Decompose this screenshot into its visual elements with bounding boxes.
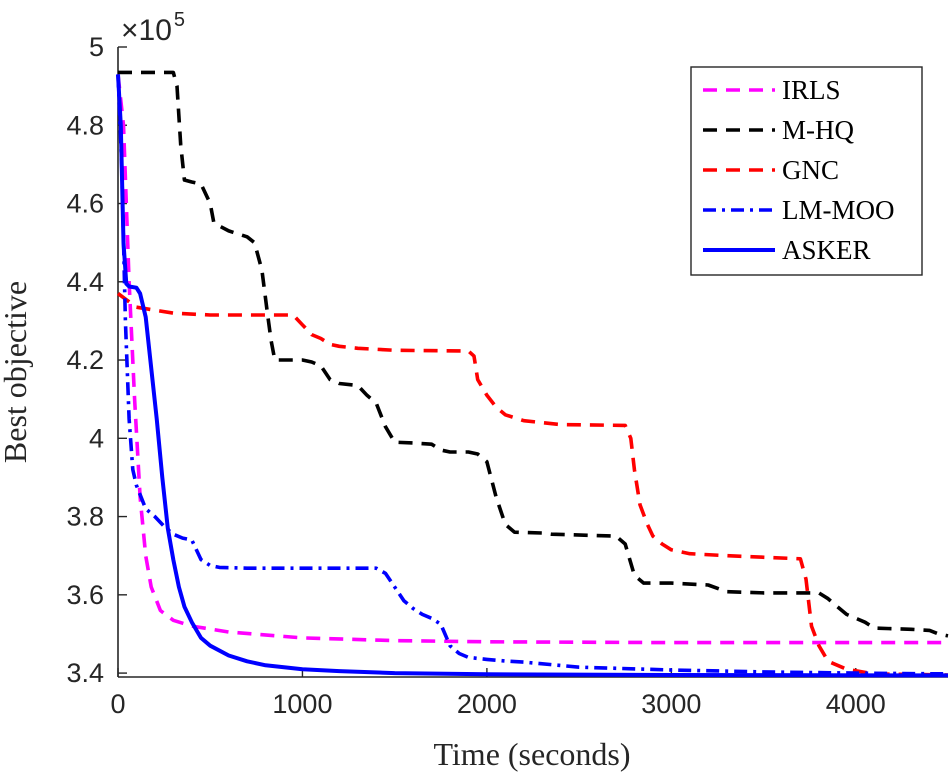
legend-label-gnc: GNC (782, 155, 839, 185)
legend: IRLS M-HQ GNC LM-MOO ASKER (690, 66, 923, 276)
y-tick-label: 4.8 (66, 110, 104, 140)
y-exponent-label: ×10 5 (121, 9, 185, 47)
legend-label-lm-moo: LM-MOO (782, 195, 895, 225)
y-tick-label: 4.6 (66, 189, 104, 219)
y-tick-label: 4.4 (66, 267, 104, 297)
y-tick-label: 3.4 (66, 658, 104, 688)
x-tick-label: 0 (110, 689, 125, 719)
y-tick-label: 3.8 (66, 502, 104, 532)
series-line-m-hq (118, 70, 949, 638)
x-tick-label: 3000 (641, 689, 701, 719)
legend-items: IRLS M-HQ GNC LM-MOO ASKER (703, 75, 895, 265)
x-ticks: 0 1000 2000 3000 4000 (110, 668, 886, 719)
legend-label-asker: ASKER (782, 235, 871, 265)
legend-label-m-hq: M-HQ (782, 115, 854, 145)
y-tick-label: 3.6 (66, 580, 104, 610)
y-tick-label: 4.2 (66, 345, 104, 375)
series-line-gnc (116, 292, 949, 677)
y-exponent-power: 5 (174, 9, 185, 31)
y-tick-label: 5 (89, 32, 104, 62)
x-tick-label: 4000 (826, 689, 886, 719)
y-exponent-base: ×10 (121, 14, 172, 47)
series-line-lm-moo (116, 74, 949, 676)
x-tick-label: 2000 (457, 689, 517, 719)
series-line-irls (116, 74, 948, 645)
series-group (116, 70, 949, 678)
series-line-asker (116, 74, 949, 678)
y-ticks: 3.4 3.6 3.8 4 4.2 4.4 4.6 4.8 5 (66, 32, 127, 688)
legend-label-irls: IRLS (782, 75, 841, 105)
y-tick-label: 4 (89, 423, 104, 453)
x-axis-label: Time (seconds) (433, 736, 630, 772)
y-axis-label: Best objective (0, 281, 33, 463)
x-tick-label: 1000 (272, 689, 332, 719)
